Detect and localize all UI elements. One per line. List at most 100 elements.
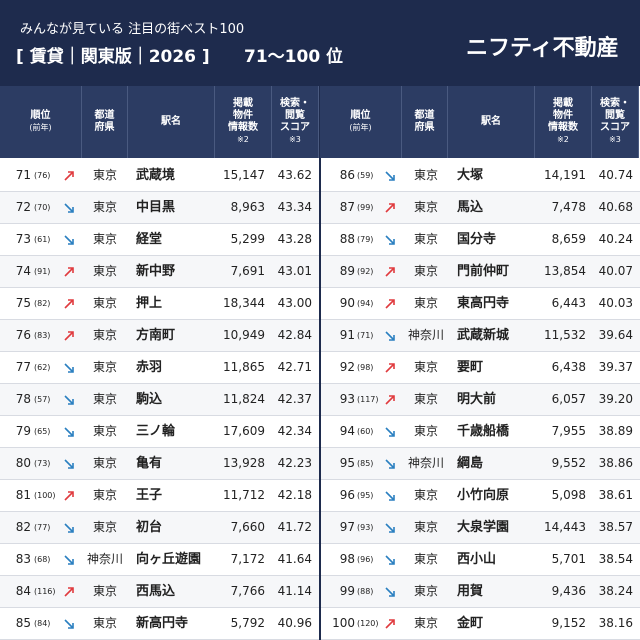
listings: 11,712	[223, 488, 265, 502]
column-header: 駅名	[128, 86, 215, 158]
prefecture: 東京	[413, 232, 438, 246]
listings: 10,949	[223, 328, 265, 342]
score: 38.61	[598, 488, 633, 502]
arrow-down	[385, 235, 395, 245]
score: 43.34	[277, 200, 312, 214]
column-header: 都道 府県	[402, 86, 448, 158]
prefecture: 東京	[92, 200, 117, 214]
listings: 7,478	[551, 200, 586, 214]
prefecture: 東京	[92, 392, 117, 406]
prev-rank: (68)	[34, 555, 51, 564]
score: 39.20	[598, 392, 633, 406]
rank: 73	[15, 232, 31, 246]
prefecture: 東京	[413, 488, 438, 502]
station: 武蔵新城	[457, 328, 510, 343]
station: 大塚	[457, 168, 484, 183]
table-row: 84 (116) 東京 西馬込 7,766 41.14	[0, 576, 319, 608]
prev-rank: (120)	[357, 619, 379, 628]
prev-rank: (60)	[357, 427, 374, 436]
header-text: (前年)	[29, 123, 52, 132]
rank: 98	[339, 552, 355, 566]
station: 金町	[457, 616, 484, 631]
score: 38.86	[598, 456, 633, 470]
listings: 5,701	[551, 552, 586, 566]
prev-rank: (94)	[357, 299, 374, 308]
station: 向ヶ丘遊園	[136, 552, 202, 567]
arrow-down	[64, 235, 74, 245]
prefecture: 東京	[413, 296, 438, 310]
rank: 72	[15, 200, 31, 214]
listings: 5,299	[230, 232, 265, 246]
listings: 13,928	[223, 456, 265, 470]
table-row: 100 (120) 東京 金町 9,152 38.16	[321, 608, 640, 640]
listings: 8,963	[230, 200, 265, 214]
prefecture: 東京	[413, 520, 438, 534]
table-row: 98 (96) 東京 西小山 5,701 38.54	[321, 544, 640, 576]
rank: 99	[339, 584, 355, 598]
prev-rank: (77)	[34, 523, 51, 532]
arrow-up	[64, 587, 74, 597]
score: 39.37	[598, 360, 633, 374]
arrow-up	[385, 267, 395, 277]
header-text: 掲載	[233, 98, 253, 109]
rank: 96	[339, 488, 355, 502]
prefecture: 東京	[413, 264, 438, 278]
arrow-up	[385, 363, 395, 373]
prev-rank: (84)	[34, 619, 51, 628]
prev-rank: (92)	[357, 267, 374, 276]
station: 要町	[457, 360, 484, 375]
header-text: 情報数	[548, 122, 578, 133]
brand: ニフティ不動産	[466, 36, 619, 61]
header-text: 都道	[94, 110, 115, 121]
column-header: 検索・ 閲覧 スコア ※3	[592, 86, 639, 158]
prefecture: 東京	[92, 168, 117, 182]
score: 38.24	[598, 584, 633, 598]
rank: 76	[15, 328, 31, 342]
rank: 79	[15, 424, 31, 438]
rank: 90	[339, 296, 355, 310]
rank: 77	[15, 360, 31, 374]
score: 41.64	[277, 552, 312, 566]
column-header: 順位 (前年)	[320, 86, 402, 158]
prev-rank: (57)	[34, 395, 51, 404]
rank: 95	[339, 456, 355, 470]
station: 門前仲町	[457, 264, 510, 279]
header-text: ※3	[289, 135, 301, 144]
rank: 88	[339, 232, 355, 246]
listings: 5,792	[230, 616, 265, 630]
score: 43.01	[277, 264, 312, 278]
table-row: 94 (60) 東京 千歳船橋 7,955 38.89	[321, 416, 640, 448]
listings: 6,057	[551, 392, 586, 406]
listings: 6,443	[551, 296, 586, 310]
listings: 15,147	[223, 168, 265, 182]
prefecture: 東京	[413, 424, 438, 438]
header-text: 閲覧	[285, 110, 305, 121]
arrow-up	[64, 171, 74, 181]
table-row: 97 (93) 東京 大泉学園 14,443 38.57	[321, 512, 640, 544]
score: 40.03	[598, 296, 633, 310]
prefecture: 東京	[413, 552, 438, 566]
prev-rank: (82)	[34, 299, 51, 308]
station: 新高円寺	[136, 616, 189, 631]
score: 38.57	[598, 520, 633, 534]
prefecture: 東京	[413, 200, 438, 214]
arrow-down	[385, 587, 395, 597]
table-row: 75 (82) 東京 押上 18,344 43.00	[0, 288, 319, 320]
listings: 6,438	[551, 360, 586, 374]
listings: 9,436	[551, 584, 586, 598]
table-row: 82 (77) 東京 初台 7,660 41.72	[0, 512, 319, 544]
table-row: 95 (85) 神奈川 綱島 9,552 38.86	[321, 448, 640, 480]
arrow-up	[385, 619, 395, 629]
rank: 87	[339, 200, 355, 214]
header-text: 情報数	[228, 122, 258, 133]
prefecture: 神奈川	[86, 552, 123, 566]
header-text: 府県	[414, 122, 435, 133]
table-row: 80 (73) 東京 亀有 13,928 42.23	[0, 448, 319, 480]
header-text: 検索・	[280, 98, 310, 109]
prefecture: 東京	[413, 168, 438, 182]
arrow-up	[64, 299, 74, 309]
prev-rank: (88)	[357, 587, 374, 596]
header-text: (前年)	[349, 123, 372, 132]
header-text: 都道	[414, 110, 435, 121]
prefecture: 東京	[413, 584, 438, 598]
